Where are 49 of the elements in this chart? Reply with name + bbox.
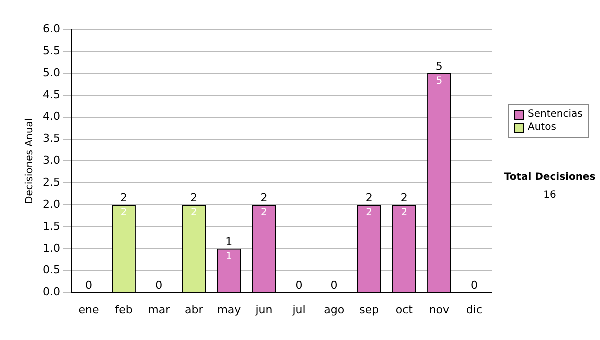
data-label: 2 (401, 208, 408, 219)
text: 0 (86, 279, 93, 292)
total-label: 2 (260, 191, 268, 204)
x-tick-label: feb (115, 303, 133, 316)
x-tick-label: sep (360, 303, 380, 316)
total-label: 2 (120, 191, 128, 204)
total-label: 5 (436, 60, 443, 73)
x-tick-label: abr (185, 303, 204, 316)
text: Total Decisiones (503, 172, 597, 183)
data-label: 2 (366, 208, 373, 219)
x-tick-label: oct (396, 303, 414, 316)
text: 0 (330, 279, 338, 292)
x-tick-label: ene (78, 303, 100, 316)
x-tick-label: may (217, 303, 242, 316)
total-label: 2 (366, 191, 373, 204)
legend-label: Sentencias (528, 108, 583, 121)
y-tick-label: 0.0 (42, 286, 60, 299)
data-label: 2 (120, 208, 128, 219)
x-tick-label: ago (324, 303, 345, 316)
y-axis-title: Decisiones Anual (24, 118, 36, 204)
text: 0 (296, 279, 303, 292)
data-label: 1 (226, 252, 232, 263)
y-tick-label: 0.5 (42, 264, 60, 277)
text: 16 (542, 190, 558, 201)
text: 0 (156, 279, 163, 292)
y-tick-label: 6.0 (42, 22, 60, 36)
x-tick-label: nov (429, 303, 450, 316)
y-tick-label: 2.5 (42, 176, 60, 189)
y-tick-label: 1.5 (42, 220, 60, 233)
data-label: 2 (261, 208, 268, 219)
legend-label: Autos (528, 121, 556, 134)
total-label: 1 (226, 235, 233, 248)
y-tick-label: 3.0 (42, 154, 60, 168)
text: 0 (470, 279, 478, 292)
y-tick-label: 4.5 (42, 88, 60, 102)
total-label: 2 (190, 191, 198, 204)
x-tick-label: jun (254, 303, 273, 316)
x-tick-label: mar (148, 303, 171, 316)
x-tick-label: dic (466, 303, 483, 316)
data-label: 2 (190, 208, 198, 219)
y-tick-label: 3.5 (42, 132, 60, 146)
y-tick-label: 4.0 (42, 110, 60, 124)
total-label: 2 (400, 191, 408, 204)
y-tick-label: 5.5 (42, 44, 60, 58)
y-tick-label: 5.0 (42, 66, 60, 80)
data-label: 5 (436, 76, 443, 88)
y-tick-label: 2.0 (42, 198, 60, 211)
x-tick-label: jul (292, 303, 306, 316)
y-tick-label: 1.0 (42, 242, 60, 255)
